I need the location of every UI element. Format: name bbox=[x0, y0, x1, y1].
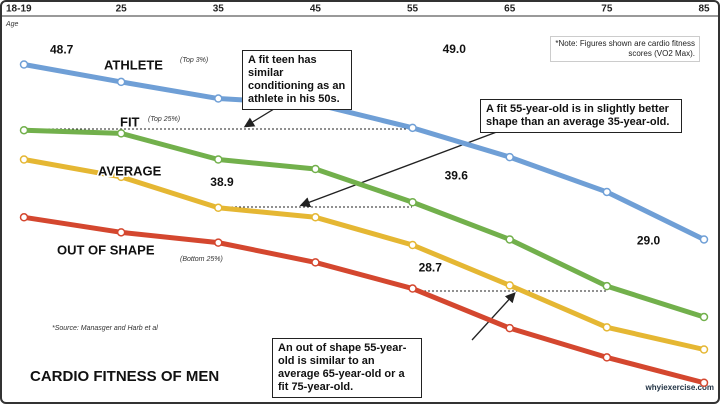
data-point bbox=[19, 60, 29, 69]
data-point bbox=[699, 378, 709, 387]
data-label: 38.9 bbox=[210, 175, 234, 189]
data-point bbox=[214, 238, 223, 247]
series-tier: (Top 25%) bbox=[148, 116, 180, 123]
data-label: 49.0 bbox=[443, 42, 467, 56]
series-tier: (Top 3%) bbox=[180, 57, 208, 64]
callout: A fit 55-year-old is in slightly better … bbox=[480, 99, 682, 133]
series-tier: (Bottom 25%) bbox=[180, 256, 223, 263]
data-point bbox=[311, 213, 320, 222]
arrows bbox=[243, 97, 516, 341]
series-name: FIT bbox=[120, 114, 140, 129]
x-axis-label: Age bbox=[5, 21, 19, 28]
data-point bbox=[116, 77, 126, 87]
series-line bbox=[23, 127, 705, 320]
series-name: AVERAGE bbox=[98, 163, 162, 178]
x-tick-label: 75 bbox=[601, 4, 613, 15]
series-line bbox=[23, 157, 705, 352]
series-name: OUT OF SHAPE bbox=[57, 242, 155, 257]
data-point bbox=[408, 198, 417, 207]
x-tick-label: 18-19 bbox=[6, 4, 32, 15]
data-label: 28.7 bbox=[419, 261, 443, 275]
data-point bbox=[116, 129, 126, 138]
data-point bbox=[408, 284, 417, 293]
x-tick-label: 25 bbox=[116, 4, 128, 15]
connectors bbox=[24, 128, 606, 292]
data-point bbox=[699, 312, 709, 322]
source: *Source: Manasger and Harb et al bbox=[52, 325, 158, 332]
series-name: ATHLETE bbox=[104, 57, 163, 72]
data-label: 48.7 bbox=[50, 42, 74, 56]
x-tick-label: 85 bbox=[698, 4, 710, 15]
data-point bbox=[505, 152, 514, 162]
data-point bbox=[602, 281, 612, 291]
callout: A fit teen has similar conditioning as a… bbox=[242, 50, 352, 110]
data-label: 29.0 bbox=[637, 233, 661, 247]
x-tick-label: 45 bbox=[310, 4, 322, 15]
arrow bbox=[471, 292, 516, 341]
data-point bbox=[19, 125, 29, 135]
data-point bbox=[311, 258, 320, 267]
series-line bbox=[23, 62, 706, 242]
data-point bbox=[408, 240, 417, 250]
arrow bbox=[299, 129, 503, 208]
data-point bbox=[116, 172, 126, 182]
x-tick-label: 65 bbox=[504, 4, 516, 15]
data-point bbox=[214, 203, 223, 213]
data-point bbox=[408, 123, 417, 133]
data-point bbox=[505, 235, 514, 244]
data-point bbox=[19, 213, 29, 222]
x-tick-label: 35 bbox=[213, 4, 225, 15]
data-point bbox=[116, 228, 126, 237]
series-line bbox=[23, 214, 705, 386]
data-point bbox=[602, 187, 612, 197]
data-point bbox=[505, 281, 514, 290]
data-point bbox=[602, 353, 612, 362]
website: whyiexercise.com bbox=[645, 383, 714, 392]
data-point bbox=[19, 155, 29, 164]
data-point bbox=[214, 94, 223, 103]
data-point bbox=[214, 155, 223, 164]
note: *Note: Figures shown are cardio fitness … bbox=[550, 36, 700, 62]
data-point bbox=[311, 164, 320, 174]
x-tick-label: 55 bbox=[407, 4, 419, 15]
chart-title: CARDIO FITNESS OF MEN bbox=[30, 368, 219, 385]
data-point bbox=[602, 323, 612, 332]
callout: An out of shape 55-year-old is similar t… bbox=[272, 338, 422, 398]
data-point bbox=[699, 345, 709, 354]
data-point bbox=[699, 235, 709, 244]
data-point bbox=[505, 323, 514, 333]
data-label: 39.6 bbox=[445, 168, 469, 182]
